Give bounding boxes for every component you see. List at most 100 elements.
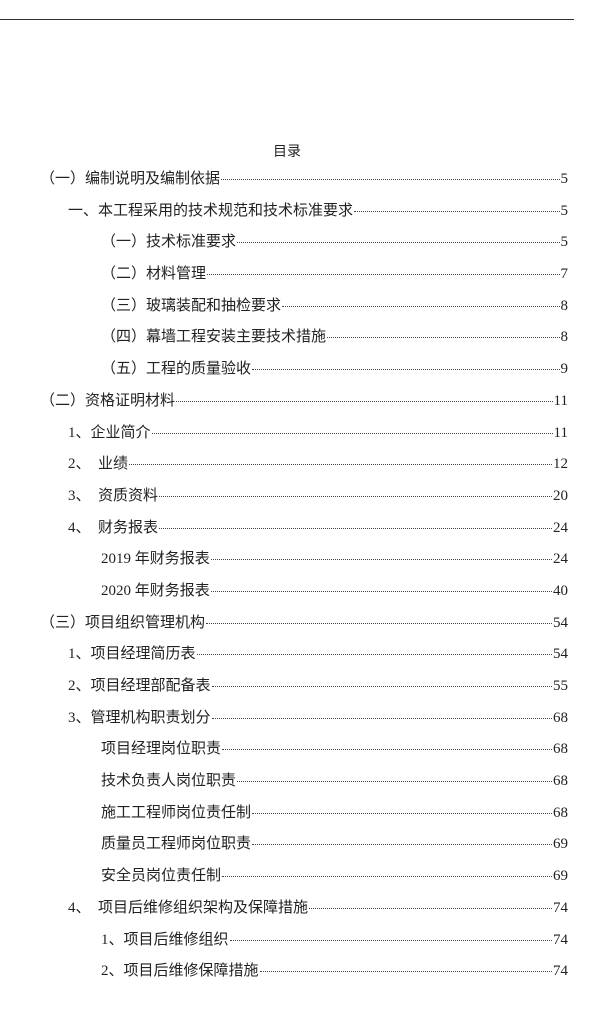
toc-entry-label: 2、项目后维修保障措施: [101, 963, 259, 980]
dot-leader: [354, 210, 560, 212]
toc-entry-label: （五）工程的质量验收: [101, 361, 252, 378]
toc-entry[interactable]: （四）幕墙工程安装主要技术措施 8: [0, 325, 568, 357]
dot-leader: [229, 939, 552, 941]
toc-entry[interactable]: 项目经理岗位职责 68: [0, 737, 568, 769]
toc-entry[interactable]: （一）编制说明及编制依据 5: [0, 167, 568, 199]
toc-entry[interactable]: 3、管理机构职责划分 68: [0, 706, 568, 738]
toc-entry-page: 20: [553, 487, 568, 504]
toc-entry-label: 3、 资质资料: [68, 487, 159, 504]
dot-leader: [222, 876, 552, 878]
toc-entry[interactable]: （一）技术标准要求 5: [0, 230, 568, 262]
toc-entry-label: 质量员工程师岗位职责: [101, 836, 252, 853]
toc-entry[interactable]: 一、本工程采用的技术规范和技术标准要求 5: [0, 199, 568, 231]
toc-entry-page: 5: [560, 234, 569, 251]
toc-entry[interactable]: 2、项目经理部配备表 55: [0, 674, 568, 706]
toc-entry[interactable]: （三）项目组织管理机构 54: [0, 611, 568, 643]
dot-leader: [206, 622, 552, 624]
dot-leader: [211, 686, 552, 687]
toc-entry-page: 69: [553, 868, 568, 885]
toc-entry-label: （三）项目组织管理机构: [40, 614, 206, 631]
toc-entry-page: 40: [553, 582, 568, 599]
toc-entry-page: 11: [553, 392, 568, 409]
toc-entry-label: 4、 项目后维修组织架构及保障措施: [68, 899, 309, 916]
toc-entry[interactable]: 1、项目后维修组织 74: [0, 928, 568, 960]
table-of-contents: （一）编制说明及编制依据 5 一、本工程采用的技术规范和技术标准要求 5 （一）技术标准…: [0, 167, 568, 991]
toc-entry[interactable]: 质量员工程师岗位职责 69: [0, 832, 568, 864]
toc-entry-label: （一）编制说明及编制依据: [40, 171, 221, 187]
dot-leader: [252, 369, 560, 371]
toc-entry-label: 4、 财务报表: [68, 519, 159, 536]
toc-entry-page: 8: [560, 297, 569, 314]
toc-entry-page: 24: [553, 519, 568, 536]
toc-entry-label: 1、项目后维修组织: [101, 931, 229, 948]
toc-entry-page: 8: [560, 329, 569, 346]
toc-entry-page: 69: [553, 836, 568, 853]
dot-leader: [210, 559, 552, 561]
toc-entry-label: 3、管理机构职责划分: [68, 709, 211, 726]
dot-leader: [237, 781, 552, 783]
dot-leader: [159, 527, 552, 529]
toc-entry-label: 项目经理岗位职责: [101, 741, 222, 758]
toc-entry-page: 68: [553, 741, 568, 758]
toc-entry[interactable]: 3、 资质资料 20: [0, 484, 568, 516]
toc-entry-label: （二）材料管理: [101, 266, 207, 283]
dot-leader: [282, 305, 560, 307]
toc-entry[interactable]: 4、 财务报表 24: [0, 516, 568, 548]
toc-entry-label: （四）幕墙工程安装主要技术措施: [101, 329, 327, 346]
dot-leader: [237, 242, 560, 244]
toc-entry-page: 54: [553, 614, 568, 631]
dot-leader: [211, 717, 552, 719]
toc-entry-page: 68: [553, 773, 568, 790]
toc-entry-label: 安全员岗位责任制: [101, 868, 222, 885]
dot-leader: [159, 495, 552, 497]
toc-entry[interactable]: 2、 业绩 12: [0, 452, 568, 484]
dot-leader: [151, 432, 553, 434]
toc-entry[interactable]: 2020 年财务报表 40: [0, 579, 568, 611]
toc-entry-label: 2、 业绩: [68, 456, 129, 473]
toc-entry-page: 68: [553, 804, 568, 821]
toc-entry[interactable]: （五）工程的质量验收 9: [0, 357, 568, 389]
toc-entry[interactable]: （二）资格证明材料 11: [0, 389, 568, 421]
header-rule: [0, 19, 574, 20]
toc-entry-page: 12: [553, 456, 568, 473]
toc-entry[interactable]: 1、企业简介 11: [0, 421, 568, 453]
toc-entry-label: 技术负责人岗位职责: [101, 773, 237, 790]
toc-entry-page: 9: [560, 361, 569, 378]
toc-entry-page: 74: [553, 931, 568, 948]
toc-entry[interactable]: 1、项目经理简历表 54: [0, 642, 568, 674]
toc-entry[interactable]: 安全员岗位责任制 69: [0, 864, 568, 896]
toc-entry-label: 2019 年财务报表: [101, 551, 210, 568]
toc-entry-page: 24: [553, 551, 568, 568]
dot-leader: [309, 907, 552, 909]
dot-leader: [210, 590, 552, 592]
toc-entry-label: 1、企业简介: [68, 424, 151, 441]
toc-entry-label: 一、本工程采用的技术规范和技术标准要求: [68, 202, 354, 219]
toc-entry[interactable]: 施工工程师岗位责任制 68: [0, 801, 568, 833]
dot-leader: [327, 337, 560, 339]
toc-entry-label: （二）资格证明材料: [40, 392, 176, 409]
dot-leader: [207, 274, 560, 276]
dot-leader: [196, 654, 552, 656]
dot-leader: [221, 179, 560, 180]
toc-entry-page: 11: [553, 424, 568, 441]
toc-entry[interactable]: 4、 项目后维修组织架构及保障措施 74: [0, 896, 568, 928]
toc-entry-page: 5: [560, 202, 569, 219]
toc-entry-page: 54: [553, 646, 568, 663]
dot-leader: [252, 844, 552, 846]
toc-entry[interactable]: 2、项目后维修保障措施 74: [0, 959, 568, 991]
toc-entry-page: 7: [560, 266, 569, 283]
toc-entry-page: 74: [553, 963, 568, 980]
toc-entry-label: 施工工程师岗位责任制: [101, 804, 252, 821]
toc-entry-label: 1、项目经理简历表: [68, 646, 196, 663]
toc-entry[interactable]: 技术负责人岗位职责 68: [0, 769, 568, 801]
toc-entry-label: （三）玻璃装配和抽检要求: [101, 297, 282, 314]
toc-entry-page: 5: [560, 171, 569, 187]
toc-entry-page: 74: [553, 899, 568, 916]
dot-leader: [222, 749, 552, 751]
toc-entry[interactable]: 2019 年财务报表 24: [0, 547, 568, 579]
dot-leader: [176, 400, 553, 402]
toc-entry-label: 2、项目经理部配备表: [68, 678, 211, 694]
toc-entry[interactable]: （二）材料管理 7: [0, 262, 568, 294]
toc-entry[interactable]: （三）玻璃装配和抽检要求 8: [0, 294, 568, 326]
dot-leader: [259, 971, 552, 973]
